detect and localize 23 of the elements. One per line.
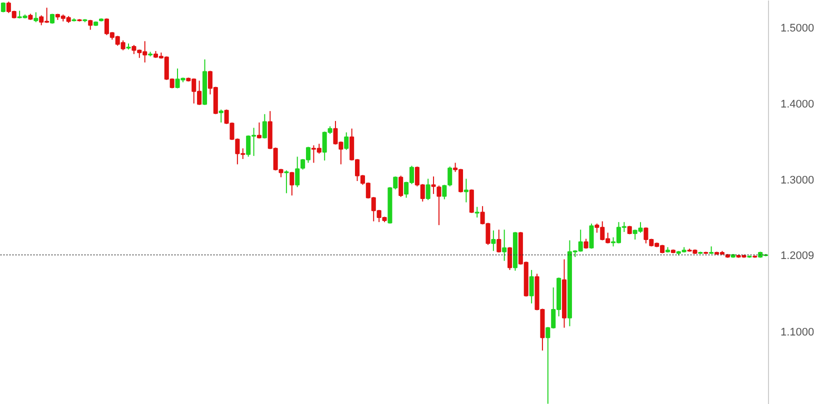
ref-line-label: 1.2009	[780, 250, 814, 262]
y-tick-label: 1.3000	[780, 174, 814, 187]
candlestick	[398, 175, 404, 198]
candlestick	[464, 178, 468, 203]
candlestick	[491, 230, 496, 252]
candlestick	[344, 132, 349, 150]
candlestick	[34, 12, 38, 23]
y-tick-label: 1.5000	[780, 22, 814, 34]
candlestick	[262, 114, 267, 139]
y-tick-label: 1.1000	[780, 326, 814, 339]
candlestick	[589, 223, 594, 250]
candlestick	[295, 156, 300, 188]
candlestick	[529, 269, 534, 304]
candlestick	[496, 229, 502, 253]
candlestick	[502, 229, 507, 262]
candlestick	[426, 178, 430, 201]
candlestick	[474, 206, 480, 218]
candlestick	[218, 109, 224, 123]
candlestick	[256, 122, 262, 139]
candlestick	[290, 171, 294, 196]
candlestick	[508, 246, 512, 270]
candlestick	[469, 188, 474, 214]
y-tick-label: 1.4000	[780, 98, 814, 110]
